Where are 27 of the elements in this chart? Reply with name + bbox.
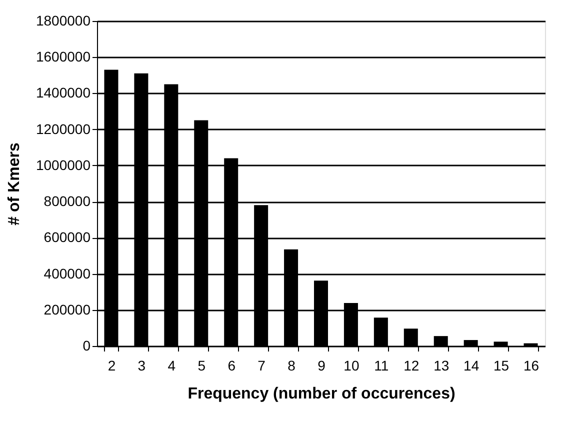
x-tick-label: 4 — [168, 358, 176, 374]
x-tick-label: 14 — [464, 358, 480, 374]
y-tick-label: 600000 — [44, 229, 91, 246]
x-tick-label: 13 — [434, 358, 450, 374]
y-tick-label: 800000 — [44, 193, 91, 210]
y-tick-label: 1800000 — [36, 12, 91, 28]
x-tick-label: 3 — [138, 358, 146, 374]
y-tick-label: 1200000 — [36, 120, 91, 137]
x-tick-label: 5 — [198, 358, 206, 374]
y-axis-title: # of Kmers — [6, 142, 23, 226]
x-tick-label: 9 — [318, 358, 326, 374]
x-tick-label: 6 — [228, 358, 236, 374]
x-tick-label: 2 — [108, 358, 116, 374]
x-tick-label: 16 — [523, 358, 540, 374]
y-tick-label: 0 — [82, 338, 91, 354]
y-tick-label: 1400000 — [36, 84, 91, 101]
x-tick-label: 7 — [258, 358, 266, 374]
x-tick-label: 8 — [288, 358, 296, 374]
x-tick-label: 12 — [404, 358, 420, 374]
x-tick-label: 10 — [344, 358, 360, 374]
y-tick-label: 1600000 — [36, 48, 91, 65]
x-tick-label: 15 — [494, 358, 510, 374]
x-tick-label: 11 — [374, 358, 389, 374]
y-tick-label: 400000 — [44, 265, 91, 282]
x-axis-title: Frequency (number of occurences) — [188, 386, 456, 402]
y-tick-label: 1000000 — [36, 156, 91, 173]
y-tick-label: 200000 — [44, 301, 91, 318]
